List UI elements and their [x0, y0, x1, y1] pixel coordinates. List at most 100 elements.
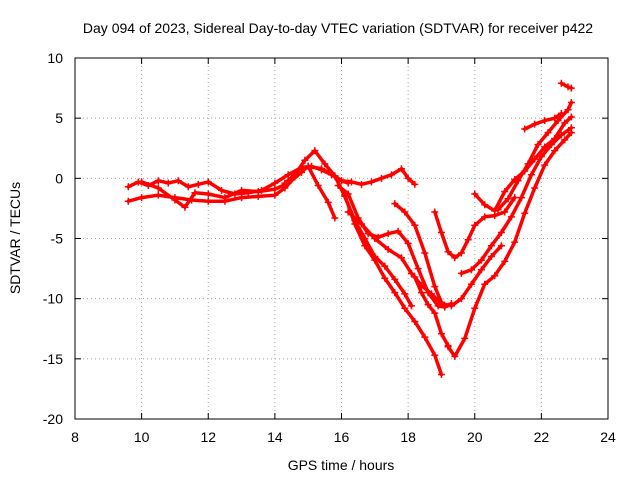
data-point — [521, 209, 529, 217]
data-point — [381, 274, 389, 282]
series-12 — [444, 129, 575, 360]
series-line — [139, 170, 304, 209]
data-point — [341, 191, 349, 199]
data-point — [477, 266, 485, 274]
data-point — [411, 180, 419, 188]
data-point — [561, 136, 569, 144]
data-point — [477, 256, 485, 264]
data-point — [517, 194, 525, 202]
y-tick-label: 10 — [47, 50, 63, 66]
data-point — [397, 254, 405, 262]
x-tick-label: 14 — [267, 429, 283, 445]
plot-frame — [74, 57, 609, 420]
data-point — [501, 257, 509, 265]
data-point — [154, 177, 162, 185]
data-point — [304, 162, 312, 170]
data-point — [204, 190, 212, 198]
data-point — [447, 302, 455, 310]
data-point — [347, 178, 355, 186]
data-point — [557, 79, 565, 87]
x-tick-label: 12 — [200, 429, 216, 445]
series-4 — [281, 147, 419, 188]
data-point — [481, 213, 489, 221]
data-point — [437, 370, 445, 378]
data-point — [387, 171, 395, 179]
data-point — [481, 201, 489, 209]
data-point — [424, 301, 432, 309]
data-point — [124, 183, 132, 191]
data-point — [444, 248, 452, 256]
data-point — [324, 198, 332, 206]
data-point — [551, 114, 559, 122]
data-point — [541, 117, 549, 125]
data-point — [521, 125, 529, 133]
x-tick-label: 8 — [71, 429, 79, 445]
data-point — [451, 254, 459, 262]
data-point — [437, 330, 445, 338]
data-point — [371, 256, 379, 264]
data-point — [511, 238, 519, 246]
data-point — [281, 179, 289, 187]
data-point — [221, 194, 229, 202]
data-point — [544, 129, 552, 137]
data-point — [537, 153, 545, 161]
data-point — [431, 283, 439, 291]
data-point — [557, 109, 565, 117]
data-point — [184, 183, 192, 191]
data-point — [497, 242, 505, 250]
data-point — [331, 172, 339, 180]
data-point — [394, 227, 402, 235]
data-point — [271, 191, 279, 199]
data-point — [551, 147, 559, 155]
data-point — [527, 171, 535, 179]
data-point — [471, 304, 479, 312]
data-point — [501, 188, 509, 196]
series-line — [393, 201, 444, 305]
data-point — [431, 309, 439, 317]
data-point — [457, 295, 465, 303]
data-point — [444, 343, 452, 351]
data-point — [271, 179, 279, 187]
data-point — [411, 318, 419, 326]
x-tick-label: 16 — [334, 429, 350, 445]
data-point — [461, 334, 469, 342]
data-point — [464, 236, 472, 244]
data-point — [467, 280, 475, 288]
data-point — [567, 113, 575, 121]
data-point — [491, 272, 499, 280]
x-tick-label: 22 — [534, 429, 550, 445]
data-point — [391, 275, 399, 283]
data-point — [238, 194, 246, 202]
data-point — [501, 208, 509, 216]
data-point — [407, 269, 415, 277]
data-point — [291, 171, 299, 179]
series-8 — [341, 191, 445, 378]
data-point — [204, 178, 212, 186]
grid — [75, 58, 608, 419]
data-point — [437, 298, 445, 306]
y-tick-label: -15 — [43, 351, 63, 367]
data-point — [218, 186, 226, 194]
x-tick-label: 20 — [467, 429, 483, 445]
data-point — [487, 253, 495, 261]
x-tick-label: 10 — [134, 429, 150, 445]
data-point — [551, 135, 559, 143]
data-point — [194, 180, 202, 188]
y-tick-label: -20 — [43, 411, 63, 427]
data-point — [404, 239, 412, 247]
x-tick-label: 18 — [400, 429, 416, 445]
series-9 — [391, 200, 445, 306]
data-point — [471, 221, 479, 229]
data-point — [514, 177, 522, 185]
series-line — [126, 164, 337, 220]
data-point — [417, 289, 425, 297]
y-tick-label: -5 — [51, 231, 64, 247]
data-point — [411, 221, 419, 229]
data-point — [298, 168, 306, 176]
data-point — [494, 206, 502, 214]
data-point — [381, 262, 389, 270]
data-point — [138, 194, 146, 202]
data-point — [567, 84, 575, 92]
data-point — [361, 242, 369, 250]
